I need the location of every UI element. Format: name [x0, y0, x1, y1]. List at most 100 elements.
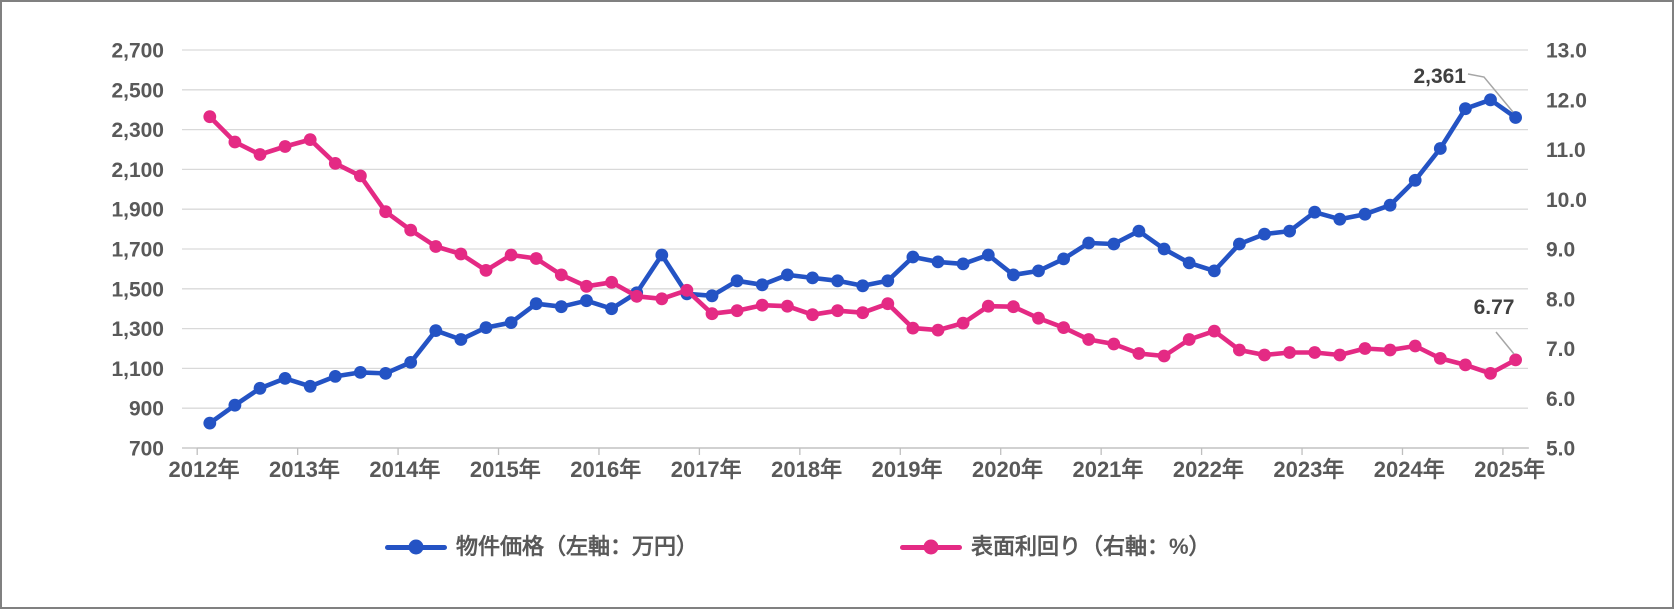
- data-point: [1459, 358, 1472, 372]
- svg-text:7.0: 7.0: [1546, 338, 1575, 361]
- data-point: [253, 148, 267, 161]
- data-point: [655, 248, 669, 262]
- data-point: [479, 264, 493, 277]
- data-point: [1132, 224, 1146, 238]
- data-point: [881, 297, 895, 311]
- data-point: [856, 306, 870, 320]
- yield-end-data-label: 6.77: [1473, 296, 1515, 319]
- data-point: [1258, 348, 1271, 362]
- data-point: [931, 255, 945, 269]
- data-point: [203, 110, 217, 124]
- data-point: [454, 247, 468, 261]
- price-end-data-label: 2,361: [1413, 65, 1466, 88]
- data-point: [1283, 346, 1296, 359]
- legend-label-yield: 表面利回り（右軸：%）: [971, 534, 1211, 559]
- svg-text:6.0: 6.0: [1546, 388, 1575, 411]
- price-series: [203, 93, 1522, 430]
- data-point: [781, 299, 794, 313]
- data-point: [580, 279, 593, 293]
- data-point: [303, 379, 317, 393]
- data-point: [755, 298, 769, 312]
- data-point: [1007, 300, 1020, 314]
- svg-text:2017年: 2017年: [671, 457, 742, 482]
- data-point: [429, 324, 443, 337]
- data-point: [580, 294, 593, 308]
- data-point: [529, 252, 543, 265]
- data-point: [328, 157, 342, 170]
- data-point: [1484, 367, 1497, 380]
- data-point: [1308, 346, 1322, 359]
- data-point: [831, 304, 844, 318]
- svg-text:900: 900: [129, 398, 164, 421]
- data-point: [1082, 236, 1096, 250]
- data-point: [806, 271, 819, 285]
- svg-text:2023年: 2023年: [1273, 457, 1344, 482]
- gridlines: [182, 49, 1528, 449]
- data-point: [228, 398, 242, 412]
- legend-label-price: 物件価格（左軸：万円）: [456, 534, 699, 559]
- svg-text:1,300: 1,300: [111, 318, 164, 341]
- data-point: [655, 292, 669, 306]
- data-point: [755, 278, 769, 292]
- svg-text:2,100: 2,100: [111, 159, 164, 182]
- svg-text:2021年: 2021年: [1072, 457, 1143, 482]
- data-point: [303, 133, 317, 147]
- legend-item-yield: 表面利回り（右軸：%）: [900, 532, 1211, 562]
- svg-text:12.0: 12.0: [1546, 89, 1587, 112]
- svg-text:2024年: 2024年: [1374, 457, 1445, 482]
- data-point: [228, 135, 242, 149]
- data-point: [956, 316, 970, 330]
- left-axis-labels: 2,700 2,500 2,300 2,100 1,900 1,700 1,500 1,300…: [111, 40, 164, 461]
- svg-text:2,300: 2,300: [111, 119, 164, 142]
- data-point: [354, 366, 367, 379]
- data-point: [956, 257, 970, 271]
- data-point: [278, 372, 292, 385]
- data-point: [379, 205, 392, 219]
- data-point: [1258, 227, 1271, 241]
- svg-text:1,700: 1,700: [111, 239, 164, 262]
- data-point: [1383, 343, 1397, 357]
- svg-text:8.0: 8.0: [1546, 288, 1575, 311]
- data-point: [404, 356, 418, 369]
- svg-text:2,500: 2,500: [111, 79, 164, 102]
- svg-text:9.0: 9.0: [1546, 239, 1575, 262]
- data-point: [781, 268, 794, 282]
- data-point: [906, 250, 920, 264]
- data-point: [1308, 205, 1322, 219]
- data-point: [1057, 321, 1070, 334]
- data-point: [1207, 264, 1221, 278]
- data-point: [730, 274, 744, 288]
- data-point: [1509, 353, 1522, 367]
- data-point: [981, 299, 995, 313]
- data-point: [1383, 198, 1397, 212]
- data-point: [605, 275, 618, 289]
- yield-series: [203, 110, 1522, 380]
- svg-text:5.0: 5.0: [1546, 438, 1575, 461]
- data-point: [253, 381, 267, 395]
- data-point: [1007, 268, 1020, 282]
- data-point: [1233, 237, 1246, 251]
- data-point: [1459, 102, 1472, 116]
- data-point: [1333, 348, 1347, 362]
- legend-item-price: 物件価格（左軸：万円）: [385, 532, 698, 562]
- data-point: [529, 297, 543, 311]
- data-point: [1433, 352, 1447, 365]
- yield-dot-icon: [923, 539, 939, 555]
- data-point: [605, 302, 618, 316]
- data-point: [806, 308, 819, 322]
- svg-text:2020年: 2020年: [972, 457, 1043, 482]
- svg-text:10.0: 10.0: [1546, 189, 1587, 212]
- data-point: [379, 367, 392, 380]
- data-point: [1107, 337, 1121, 351]
- data-point: [856, 279, 870, 293]
- data-point: [1157, 349, 1171, 363]
- svg-text:2013年: 2013年: [269, 457, 340, 482]
- data-point: [1433, 142, 1447, 155]
- svg-text:2025年: 2025年: [1474, 457, 1545, 482]
- data-point: [1484, 93, 1497, 107]
- data-point: [1509, 111, 1522, 124]
- data-point: [1233, 343, 1246, 357]
- data-point: [1207, 324, 1221, 338]
